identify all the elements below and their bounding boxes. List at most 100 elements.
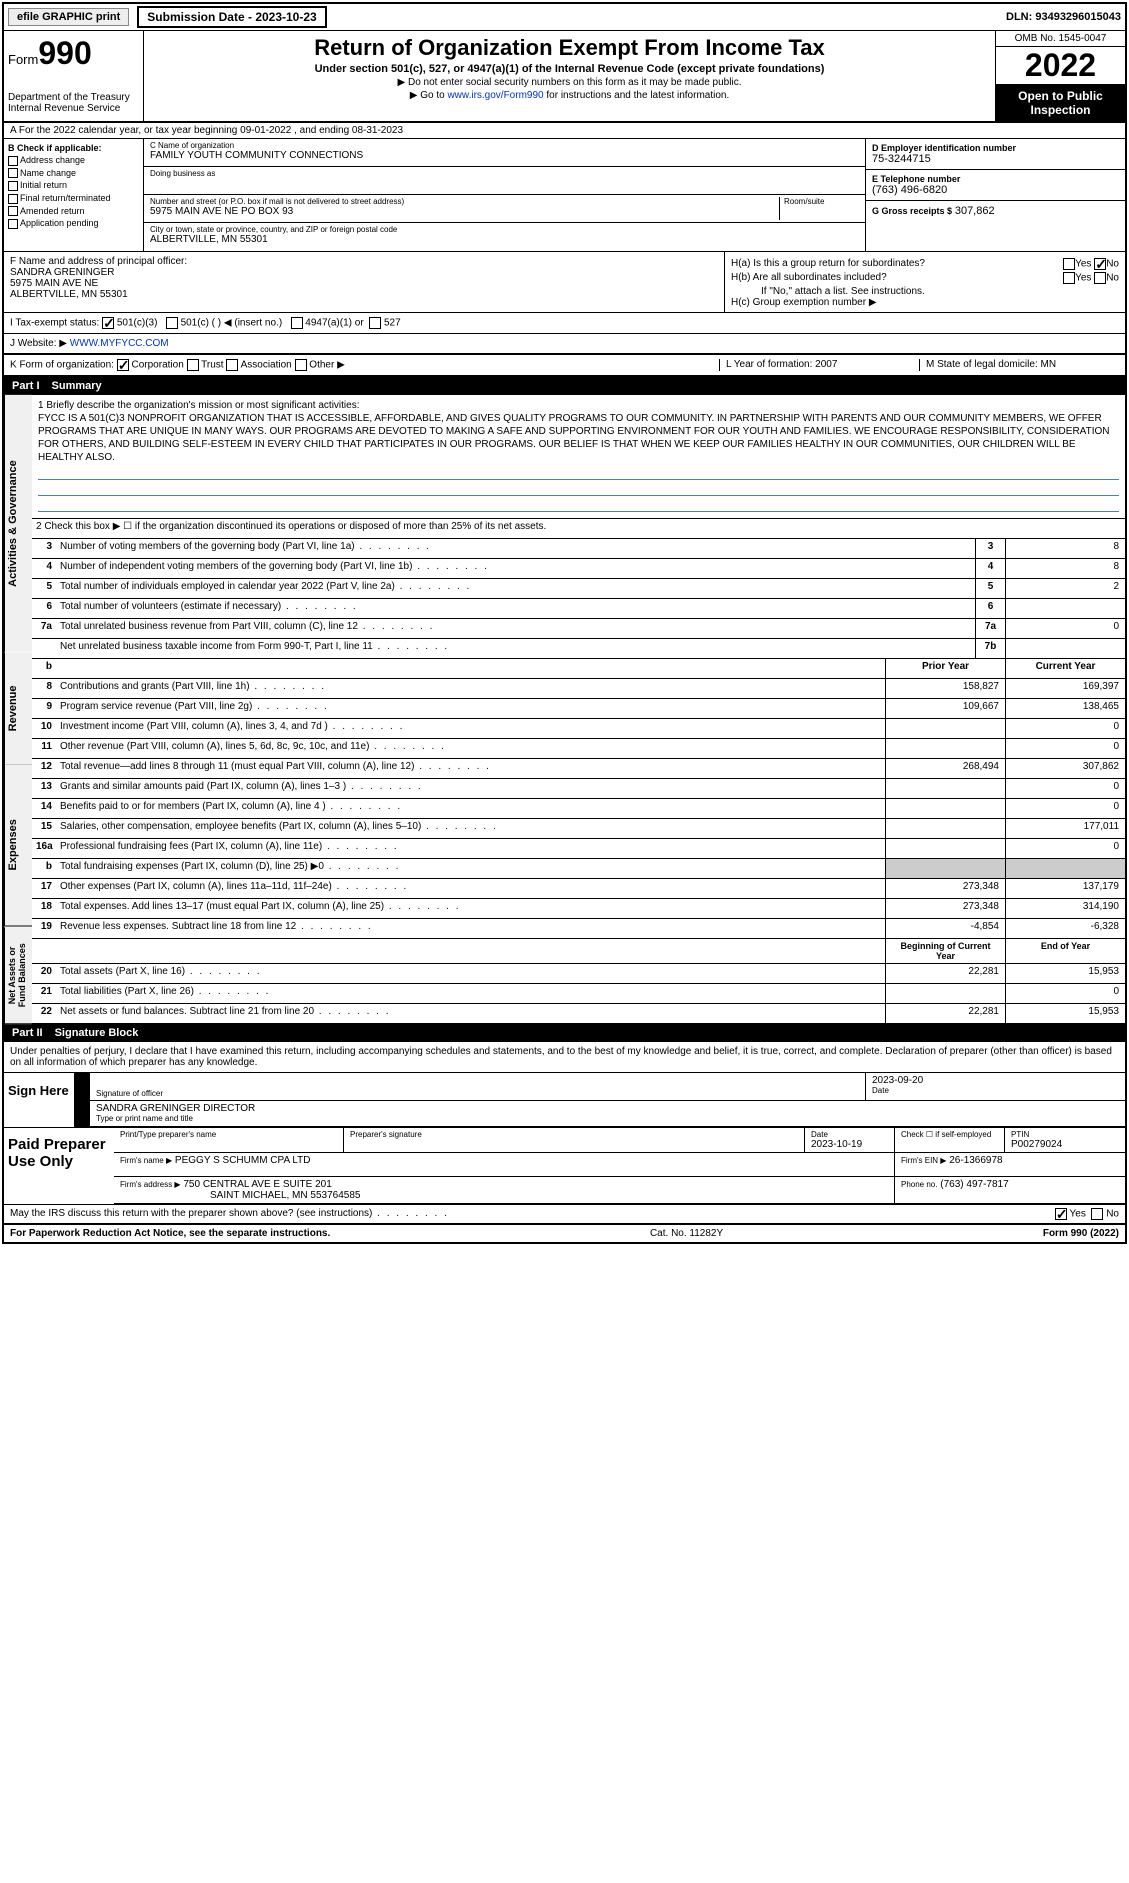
l-label: L Year of formation: bbox=[726, 359, 812, 370]
sig-date-value: 2023-09-20 bbox=[872, 1075, 1119, 1086]
chk-address-change[interactable] bbox=[8, 156, 18, 166]
prep-date-label: Date bbox=[811, 1130, 888, 1139]
phone-value: (763) 496-6820 bbox=[872, 184, 1119, 196]
col-hdr-row: b Prior Year Current Year bbox=[32, 659, 1125, 679]
sig-arrow-icon bbox=[74, 1073, 90, 1100]
p1-row: 13 Grants and similar amounts paid (Part… bbox=[32, 779, 1125, 799]
q2-text: 2 Check this box ▶ ☐ if the organization… bbox=[32, 519, 1125, 538]
typed-label: Type or print name and title bbox=[96, 1114, 1119, 1123]
p1-row: 17 Other expenses (Part IX, column (A), … bbox=[32, 879, 1125, 899]
row-prior: 158,827 bbox=[885, 679, 1005, 698]
chk-4947[interactable] bbox=[291, 317, 303, 329]
firm-ein: 26-1366978 bbox=[949, 1155, 1002, 1166]
o-other: Other ▶ bbox=[309, 360, 344, 371]
prep-sig-label: Preparer's signature bbox=[350, 1130, 798, 1139]
row-cellnum: 7a bbox=[975, 619, 1005, 638]
ha-yes[interactable] bbox=[1063, 258, 1075, 270]
f-addr1: 5975 MAIN AVE NE bbox=[10, 278, 718, 289]
chk-assoc[interactable] bbox=[226, 359, 238, 371]
row-num: 14 bbox=[32, 799, 56, 818]
p1-row: 6 Total number of volunteers (estimate i… bbox=[32, 599, 1125, 619]
p1-row: 4 Number of independent voting members o… bbox=[32, 559, 1125, 579]
row-curr bbox=[1005, 859, 1125, 878]
row-prior: 22,281 bbox=[885, 964, 1005, 983]
chk-corp[interactable] bbox=[117, 359, 129, 371]
discuss-yes-label: Yes bbox=[1070, 1209, 1086, 1220]
addr-value: 5975 MAIN AVE NE PO BOX 93 bbox=[150, 206, 779, 217]
i-tax-exempt: I Tax-exempt status: 501(c)(3) 501(c) ( … bbox=[4, 313, 1125, 333]
row-num: 17 bbox=[32, 879, 56, 898]
ptin-label: PTIN bbox=[1011, 1130, 1119, 1139]
part2-title: Signature Block bbox=[55, 1027, 139, 1039]
p1-row: Net unrelated business taxable income fr… bbox=[32, 639, 1125, 659]
p1-row: 14 Benefits paid to or for members (Part… bbox=[32, 799, 1125, 819]
chk-trust[interactable] bbox=[187, 359, 199, 371]
discuss-yes[interactable] bbox=[1055, 1208, 1067, 1220]
form-990-page: efile GRAPHIC print Submission Date - 20… bbox=[2, 2, 1127, 1244]
k-label: K Form of organization: bbox=[10, 360, 114, 371]
irs-link[interactable]: www.irs.gov/Form990 bbox=[447, 90, 543, 101]
p1-row: 20 Total assets (Part X, line 16) 22,281… bbox=[32, 964, 1125, 984]
row-num: 6 bbox=[32, 599, 56, 618]
j-label: J Website: ▶ bbox=[10, 338, 67, 349]
row-prior: 109,667 bbox=[885, 699, 1005, 718]
hdr-curr: Current Year bbox=[1005, 659, 1125, 678]
row-curr: 0 bbox=[1005, 739, 1125, 758]
website-link[interactable]: WWW.MYFYCC.COM bbox=[70, 338, 169, 349]
row-num: 7a bbox=[32, 619, 56, 638]
p1-row: 8 Contributions and grants (Part VIII, l… bbox=[32, 679, 1125, 699]
footer-right: Form 990 (2022) bbox=[1043, 1228, 1119, 1239]
efile-print-button[interactable]: efile GRAPHIC print bbox=[8, 8, 129, 26]
row-prior bbox=[885, 819, 1005, 838]
chk-final-return[interactable] bbox=[8, 194, 18, 204]
header-mid: Return of Organization Exempt From Incom… bbox=[144, 31, 995, 121]
p1-row: 11 Other revenue (Part VIII, column (A),… bbox=[32, 739, 1125, 759]
chk-initial-return[interactable] bbox=[8, 181, 18, 191]
chk-other[interactable] bbox=[295, 359, 307, 371]
i-row: I Tax-exempt status: 501(c)(3) 501(c) ( … bbox=[4, 313, 1125, 334]
o-assoc: Association bbox=[241, 360, 292, 371]
row-text: Program service revenue (Part VIII, line… bbox=[56, 699, 885, 718]
row-prior bbox=[885, 719, 1005, 738]
entity-block: B Check if applicable: Address change Na… bbox=[4, 139, 1125, 252]
chk-name-change[interactable] bbox=[8, 168, 18, 178]
row-curr: 138,465 bbox=[1005, 699, 1125, 718]
row-num: 18 bbox=[32, 899, 56, 918]
chk-501c3[interactable] bbox=[102, 317, 114, 329]
discuss-no[interactable] bbox=[1091, 1208, 1103, 1220]
row-val: 2 bbox=[1005, 579, 1125, 598]
chk-app-pending[interactable] bbox=[8, 219, 18, 229]
firm-phone: (763) 497-7817 bbox=[940, 1179, 1008, 1190]
city-value: ALBERTVILLE, MN 55301 bbox=[150, 234, 859, 245]
hb-yes[interactable] bbox=[1063, 272, 1075, 284]
m-state: M State of legal domicile: MN bbox=[919, 359, 1119, 371]
chk-amended[interactable] bbox=[8, 206, 18, 216]
row-text: Total number of volunteers (estimate if … bbox=[56, 599, 975, 618]
discuss-row: May the IRS discuss this return with the… bbox=[4, 1204, 1125, 1223]
row-text: Number of independent voting members of … bbox=[56, 559, 975, 578]
hdr2-curr: End of Year bbox=[1005, 939, 1125, 963]
hb-no[interactable] bbox=[1094, 272, 1106, 284]
row-num: 10 bbox=[32, 719, 56, 738]
chk-501c[interactable] bbox=[166, 317, 178, 329]
col-hdr2-row: Beginning of Current Year End of Year bbox=[32, 939, 1125, 964]
row-curr: -6,328 bbox=[1005, 919, 1125, 938]
row-text: Benefits paid to or for members (Part IX… bbox=[56, 799, 885, 818]
row-num: 21 bbox=[32, 984, 56, 1003]
ha-no[interactable] bbox=[1094, 258, 1106, 270]
row-text: Contributions and grants (Part VIII, lin… bbox=[56, 679, 885, 698]
row-text: Grants and similar amounts paid (Part IX… bbox=[56, 779, 885, 798]
typed-name: SANDRA GRENINGER DIRECTOR bbox=[96, 1103, 1119, 1114]
chk-527[interactable] bbox=[369, 317, 381, 329]
row-num bbox=[32, 639, 56, 658]
topbar: efile GRAPHIC print Submission Date - 20… bbox=[4, 4, 1125, 31]
p1-row: 10 Investment income (Part VIII, column … bbox=[32, 719, 1125, 739]
ha-label: H(a) Is this a group return for subordin… bbox=[731, 258, 925, 270]
m-val: MN bbox=[1041, 359, 1057, 370]
sig-arrow-icon bbox=[74, 1101, 90, 1126]
prep-check: Check ☐ if self-employed bbox=[901, 1130, 998, 1139]
p1-row: b Total fundraising expenses (Part IX, c… bbox=[32, 859, 1125, 879]
row-curr: 0 bbox=[1005, 984, 1125, 1003]
part1-title: Summary bbox=[52, 380, 102, 392]
lbl-address-change: Address change bbox=[20, 155, 85, 165]
